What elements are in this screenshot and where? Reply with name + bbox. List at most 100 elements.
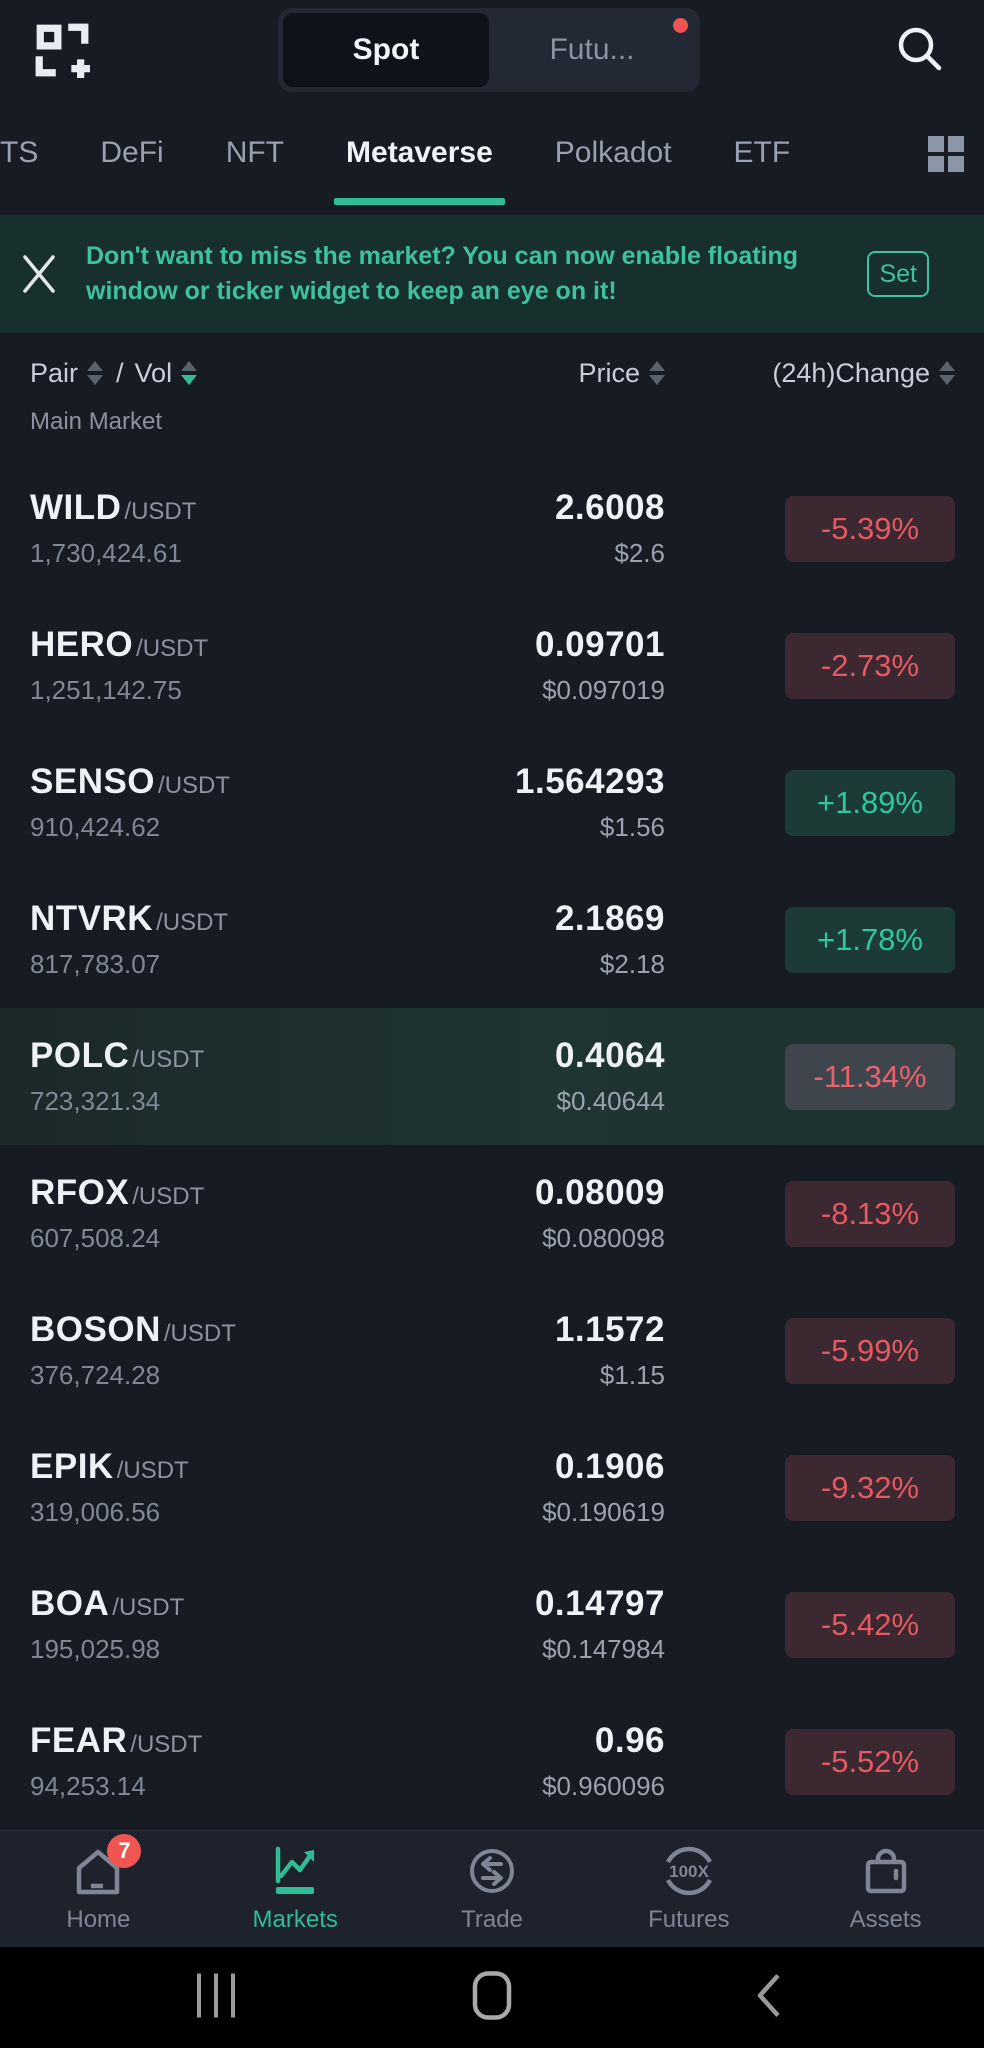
market-row[interactable]: RFOX /USDT 607,508.24 0.08009 $0.080098 … bbox=[0, 1145, 984, 1282]
pair-cell: HERO /USDT 1,251,142.75 bbox=[30, 625, 330, 706]
sort-by-volume[interactable]: Vol bbox=[135, 358, 198, 389]
price-header-label: Price bbox=[578, 357, 640, 388]
category-tab[interactable]: TS bbox=[0, 135, 39, 169]
qr-scan-button[interactable] bbox=[33, 21, 91, 79]
price-fiat: $1.56 bbox=[599, 812, 665, 842]
pair-volume: 376,724.28 bbox=[30, 1360, 161, 1390]
category-tab-list: TS DeFi NFT Metaverse Polkadot ETF bbox=[0, 100, 924, 205]
nav-home[interactable]: 7 Home bbox=[0, 1831, 197, 1947]
pair-base: FEAR bbox=[30, 1721, 128, 1760]
price-cell: 1.1572 $1.15 bbox=[330, 1310, 665, 1391]
market-row[interactable]: BOA /USDT 195,025.98 0.14797 $0.147984 -… bbox=[0, 1556, 984, 1693]
category-tab[interactable]: Metaverse bbox=[334, 100, 505, 205]
pair-cell: SENSO /USDT 910,424.62 bbox=[30, 762, 330, 843]
nav-trade[interactable]: Trade bbox=[394, 1831, 591, 1947]
nav-futures-label: Futures bbox=[648, 1906, 730, 1933]
search-button[interactable] bbox=[893, 22, 947, 76]
pair-cell: BOSON /USDT 376,724.28 bbox=[30, 1310, 330, 1391]
price-fiat: $0.40644 bbox=[556, 1086, 665, 1116]
market-row[interactable]: NTVRK /USDT 817,783.07 2.1869 $2.18 +1.7… bbox=[0, 871, 984, 1008]
vol-header-label: Vol bbox=[134, 357, 173, 388]
notification-dot bbox=[673, 18, 688, 33]
price-value: 1.1572 bbox=[554, 1310, 665, 1349]
change-badge: +1.78% bbox=[785, 906, 955, 973]
header-slash: / bbox=[116, 357, 124, 388]
price-fiat: $0.960096 bbox=[542, 1771, 665, 1801]
pair-volume: 319,006.56 bbox=[30, 1497, 161, 1527]
change-badge: -5.52% bbox=[785, 1728, 955, 1795]
nav-markets-label: Markets bbox=[252, 1906, 338, 1933]
category-tab[interactable]: Polkadot bbox=[554, 135, 672, 169]
market-row[interactable]: BOSON /USDT 376,724.28 1.1572 $1.15 -5.9… bbox=[0, 1282, 984, 1419]
android-nav-bar bbox=[0, 1947, 984, 2048]
market-row[interactable]: WILD /USDT 1,730,424.61 2.6008 $2.6 -5.3… bbox=[0, 460, 984, 597]
pair-quote: /USDT bbox=[132, 1046, 205, 1073]
pair-quote: /USDT bbox=[156, 909, 229, 936]
price-value: 0.4064 bbox=[554, 1036, 665, 1075]
change-badge: -9.32% bbox=[785, 1454, 955, 1521]
market-row[interactable]: EPIK /USDT 319,006.56 0.1906 $0.190619 -… bbox=[0, 1419, 984, 1556]
nav-futures[interactable]: 100X Futures bbox=[590, 1831, 787, 1947]
sort-by-price[interactable]: Price bbox=[330, 358, 665, 389]
pair-cell: FEAR /USDT 94,253.14 bbox=[30, 1721, 330, 1802]
nav-markets[interactable]: Markets bbox=[197, 1831, 394, 1947]
recents-icon bbox=[197, 1973, 236, 2017]
price-fiat: $0.080098 bbox=[542, 1223, 665, 1253]
change-cell: -11.34% bbox=[665, 1043, 955, 1110]
sort-icon bbox=[87, 361, 104, 385]
pair-volume: 910,424.62 bbox=[30, 812, 161, 842]
change-cell: -8.13% bbox=[665, 1180, 955, 1247]
top-bar: Spot Futu... bbox=[0, 0, 984, 100]
nav-assets[interactable]: Assets bbox=[787, 1831, 984, 1947]
pair-volume: 607,508.24 bbox=[30, 1223, 161, 1253]
grid-icon bbox=[928, 135, 964, 172]
change-cell: -5.42% bbox=[665, 1591, 955, 1658]
pair-volume: 723,321.34 bbox=[30, 1086, 161, 1116]
recents-button[interactable] bbox=[194, 1971, 238, 2024]
price-fiat: $1.15 bbox=[599, 1360, 665, 1390]
table-header: Pair / Vol Price (24h)Change bbox=[0, 333, 984, 399]
pair-base: HERO bbox=[30, 625, 134, 664]
price-cell: 0.1906 $0.190619 bbox=[330, 1447, 665, 1528]
tab-spot[interactable]: Spot bbox=[283, 13, 489, 87]
section-label: Main Market bbox=[30, 408, 163, 435]
banner-message: Don't want to miss the market? You can n… bbox=[86, 242, 799, 305]
price-fiat: $0.190619 bbox=[542, 1497, 665, 1527]
pair-base: NTVRK bbox=[30, 899, 154, 938]
assets-icon bbox=[865, 1848, 906, 1894]
close-icon bbox=[23, 255, 55, 293]
back-icon bbox=[757, 1973, 780, 2017]
market-row[interactable]: HERO /USDT 1,251,142.75 0.09701 $0.09701… bbox=[0, 597, 984, 734]
change-badge: +1.89% bbox=[785, 769, 955, 836]
sort-by-pair[interactable]: Pair bbox=[30, 358, 104, 389]
price-fiat: $2.6 bbox=[614, 538, 665, 568]
nav-trade-label: Trade bbox=[461, 1906, 523, 1933]
pair-quote: /USDT bbox=[158, 772, 231, 799]
category-tab[interactable]: NFT bbox=[225, 135, 285, 169]
android-back-button[interactable] bbox=[753, 1971, 783, 2024]
sort-by-change[interactable]: (24h)Change bbox=[665, 358, 955, 389]
banner-close-button[interactable] bbox=[18, 253, 60, 295]
pair-base: EPIK bbox=[30, 1447, 114, 1486]
qr-scan-icon bbox=[35, 23, 90, 78]
market-row[interactable]: FEAR /USDT 94,253.14 0.96 $0.960096 -5.5… bbox=[0, 1693, 984, 1830]
market-row[interactable]: SENSO /USDT 910,424.62 1.564293 $1.56 +1… bbox=[0, 734, 984, 871]
price-value: 0.08009 bbox=[534, 1173, 665, 1212]
category-tab[interactable]: DeFi bbox=[100, 135, 164, 169]
pair-base: BOA bbox=[30, 1584, 110, 1623]
price-value: 1.564293 bbox=[515, 762, 665, 801]
android-home-button[interactable] bbox=[472, 1970, 512, 2025]
pair-base: SENSO bbox=[30, 762, 156, 801]
futures-icon: 100X bbox=[665, 1846, 712, 1896]
market-row[interactable]: POLC /USDT 723,321.34 0.4064 $0.40644 -1… bbox=[0, 1008, 984, 1145]
markets-icon bbox=[275, 1846, 315, 1894]
category-tab[interactable]: ETF bbox=[733, 135, 791, 169]
sort-icon-active-desc bbox=[181, 361, 198, 385]
banner-set-button[interactable]: Set bbox=[867, 251, 929, 297]
price-cell: 2.1869 $2.18 bbox=[330, 899, 665, 980]
more-categories-button[interactable] bbox=[924, 131, 968, 175]
price-value: 0.09701 bbox=[534, 625, 665, 664]
tab-futures[interactable]: Futu... bbox=[549, 33, 635, 66]
pair-quote: /USDT bbox=[116, 1457, 189, 1484]
